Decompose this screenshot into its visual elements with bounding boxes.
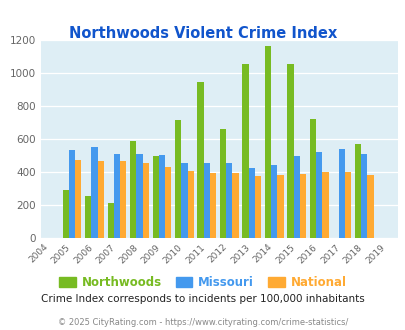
Bar (113, 154, 120, 238)
Bar (91, 147, 98, 238)
Bar (338, 149, 344, 238)
Bar (120, 161, 126, 238)
Bar (248, 168, 254, 238)
Bar (75, 160, 81, 238)
Bar (277, 175, 283, 238)
Legend: Northwoods, Missouri, National: Northwoods, Missouri, National (54, 272, 351, 294)
Bar (226, 163, 232, 238)
Bar (232, 173, 238, 238)
Bar (187, 171, 193, 238)
Bar (107, 203, 113, 238)
Bar (69, 150, 75, 238)
Bar (360, 154, 367, 238)
Bar (344, 172, 350, 238)
Bar (130, 141, 136, 238)
Bar (299, 174, 305, 238)
Bar (209, 173, 216, 238)
Bar (142, 163, 149, 238)
Bar (322, 172, 328, 238)
Text: Northwoods Violent Crime Index: Northwoods Violent Crime Index (69, 26, 336, 41)
Bar (264, 46, 271, 238)
Bar (367, 175, 373, 238)
Text: Crime Index corresponds to incidents per 100,000 inhabitants: Crime Index corresponds to incidents per… (41, 294, 364, 304)
Bar (175, 120, 181, 238)
Bar (62, 190, 69, 238)
Bar (203, 163, 209, 238)
Bar (152, 156, 158, 238)
Bar (181, 163, 187, 238)
Bar (354, 144, 360, 238)
Bar (98, 161, 104, 238)
Bar (85, 196, 91, 238)
Bar (136, 154, 142, 238)
Bar (287, 64, 293, 238)
Bar (309, 119, 315, 238)
Bar (271, 165, 277, 238)
Bar (165, 167, 171, 238)
Bar (242, 64, 248, 238)
Bar (254, 176, 260, 238)
Bar (315, 152, 322, 238)
Bar (158, 155, 165, 238)
Bar (293, 156, 299, 238)
Bar (197, 82, 203, 238)
Bar (220, 129, 226, 238)
Text: © 2025 CityRating.com - https://www.cityrating.com/crime-statistics/: © 2025 CityRating.com - https://www.city… (58, 318, 347, 327)
